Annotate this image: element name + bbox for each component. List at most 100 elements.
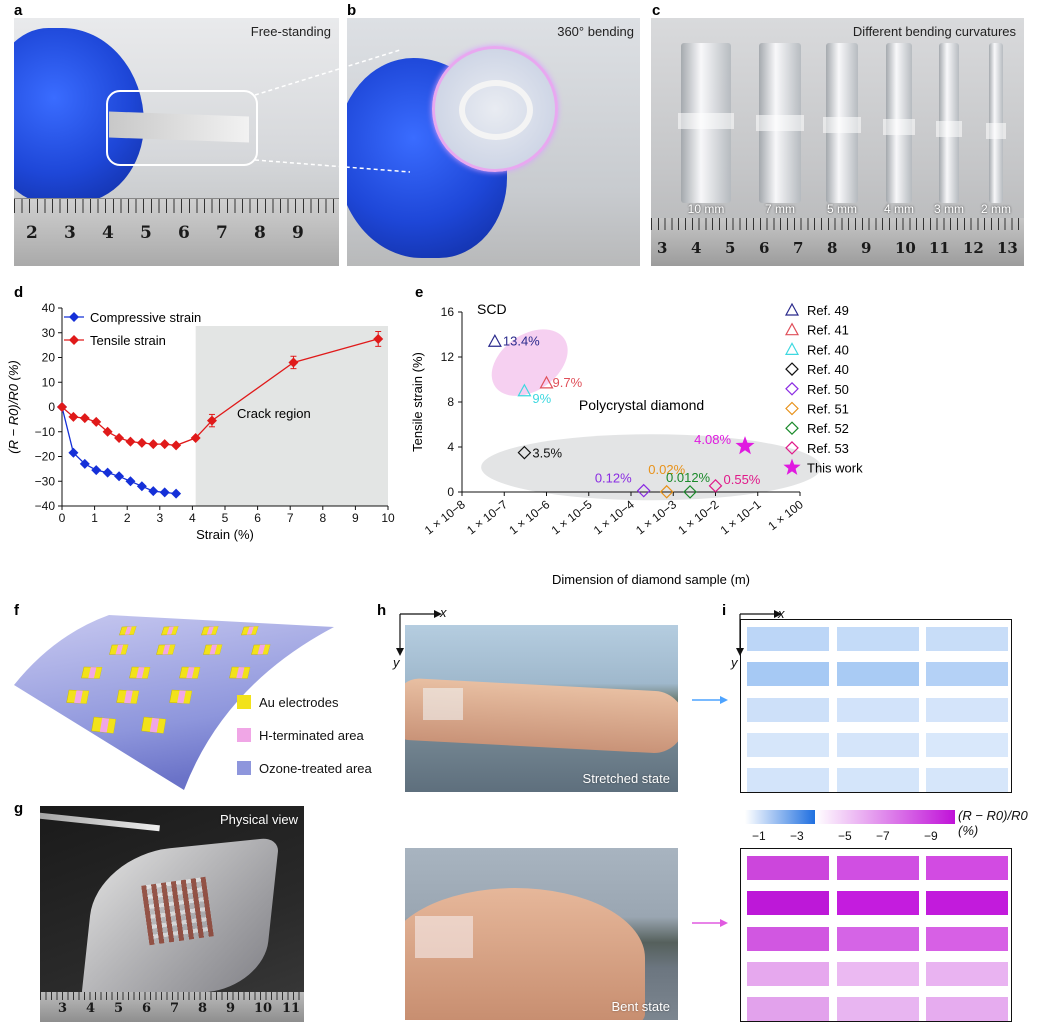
data-point-7: 0.55% [708,472,761,493]
y-tick-label: −10 [35,425,56,439]
electrode-pair [66,689,90,704]
bent-state-caption: Bent state [611,999,670,1014]
x-tick-label: 10 [381,511,395,525]
legend-text: Ref. 51 [807,402,849,417]
stretched-state-caption: Stretched state [582,771,670,786]
x-axis-title: Dimension of diamond sample (m) [552,572,750,587]
zoom-frame [106,90,258,166]
data-point-6: 0.012% [666,470,711,499]
point-label: 0.12% [595,471,632,486]
series-1 [57,331,384,451]
x-tick-label: 1 × 10−4 [591,497,637,537]
rod-diameter-label: 5 mm [827,202,857,216]
magenta-arrow [692,919,728,927]
ruler-number: 4 [102,223,114,243]
data-point [190,432,201,443]
electrode-pair [156,644,176,655]
colorbar-tick: −3 [790,829,804,843]
panel-f-label: f [14,602,19,619]
point-label: 0.02% [648,462,685,477]
y-tick-label: 10 [42,375,56,389]
colorbar-tick: −5 [838,829,852,843]
device-schematic [14,615,334,790]
ruler-number: 7 [216,223,228,243]
ruler-number: 4 [86,1001,96,1016]
y-axis-title: Tensile strain (%) [410,352,425,452]
x-tick-label: 0 [59,511,66,525]
x-tick-label: 1 × 10−7 [464,497,510,537]
data-point [68,447,79,458]
electrode-pair [203,644,223,655]
wrapped-film [936,121,962,137]
heatmap-cell [747,698,829,722]
ruler-number: 7 [793,239,804,257]
ruler-number: 11 [282,1001,301,1016]
data-point [91,465,102,476]
x-tick-label: 1 × 10−1 [718,497,764,537]
x-tick-label: 1 × 10−6 [506,497,552,537]
colorbar-blue [745,810,815,824]
data-point-2: 9% [517,383,552,406]
legend-text: Ref. 40 [807,342,849,357]
panel-c-caption: Different bending curvatures [852,24,1016,39]
electrode-pair [161,626,179,636]
heatmap-cell [747,768,829,792]
electrode-pair [119,626,137,636]
x-tick-label: 9 [352,511,359,525]
legend-text: Ref. 50 [807,382,849,397]
colorbar-tick: −1 [752,829,766,843]
heatmap-cell [747,962,829,986]
ruler-number: 5 [140,223,152,243]
stretched-heatmap [740,619,1012,793]
data-point [159,439,170,450]
crack-region-label: Crack region [237,406,311,421]
sensor-patch [415,916,473,958]
data-point [57,402,67,412]
data-point-3: 3.5% [517,446,562,461]
x-tick-label: 7 [287,511,294,525]
panel-i-label: i [722,602,727,619]
y-axis-title: (R − R0)/R0 (%) [6,360,21,454]
heatmap-cell [837,662,919,686]
electrode-pair [229,666,251,679]
rod-diameter-label: 3 mm [934,202,964,216]
data-point [136,437,147,448]
panel-c-label: c [652,2,661,19]
data-point [114,471,125,482]
heatmap-cell [837,627,919,651]
heatmap-cell [926,698,1008,722]
data-point-5: 0.02% [648,462,686,499]
legend-text: Ref. 52 [807,421,849,436]
panel-d-label: d [14,284,24,301]
ruler [14,198,339,266]
x-tick-label: 1 × 10−8 [422,497,468,537]
electrode-pair [141,716,167,734]
point-label: 0.55% [724,472,761,487]
x-tick-label: 8 [319,511,326,525]
point-label: 3.5% [532,446,562,461]
legend-entry: Ref. 40 [785,362,849,377]
panel-c-photo: Different bending curvatures 10 mm 7 mm 5 … [651,18,1024,266]
wrapped-film [678,113,734,129]
legend-text: H-terminated area [259,728,365,743]
ruler-number: 10 [895,239,916,257]
data-point [206,415,217,426]
y-tick-label: 0 [48,400,55,414]
wrapped-film [823,117,861,133]
ruler-number: 5 [725,239,736,257]
strain-response-chart: 0 1 2 3 4 5 6 7 8 9 10 40 30 20 10 0 −10 −20 −30 −40 Strain … [6,301,395,542]
heatmap-cell [837,962,919,986]
y-tick-label: −30 [35,474,56,488]
data-point-0: 13.4% [487,333,540,348]
legend-entry: Tensile strain [64,333,166,348]
y-tick-label: 16 [441,305,455,319]
y-tick-label: 30 [42,326,56,340]
polycrystal-label: Polycrystal diamond [579,397,704,413]
electrode-pair [91,716,117,734]
data-point [125,436,136,447]
data-point [102,467,113,478]
panel-a-label: a [14,2,23,19]
heatmap-cell [837,768,919,792]
legend-item: Au electrodes [237,695,339,710]
legend-text: Au electrodes [259,695,339,710]
